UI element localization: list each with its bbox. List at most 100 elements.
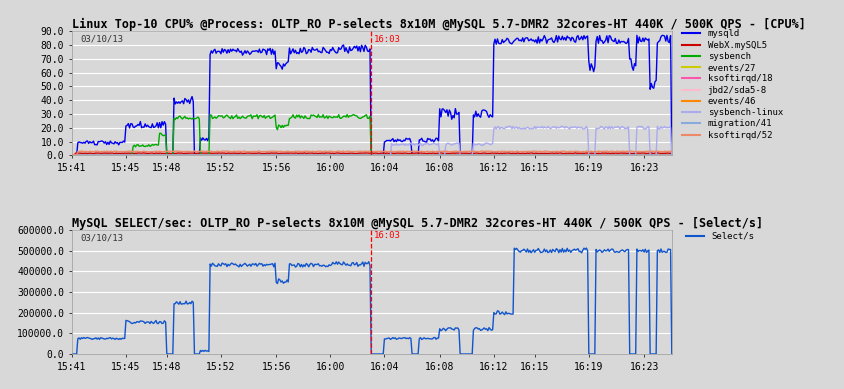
migration/41 <box>89 153 99 158</box>
migration/41 <box>392 152 403 157</box>
sysbench <box>425 153 435 158</box>
Legend: Select/s: Select/s <box>681 228 757 244</box>
migration/41 <box>666 152 676 157</box>
events/27 <box>654 152 664 157</box>
events/46 <box>425 152 435 157</box>
mysqld <box>661 33 671 38</box>
ksoftirqd/52 <box>351 149 361 154</box>
sysbench <box>392 153 403 158</box>
events/27 <box>425 152 436 157</box>
ksoftirqd/18 <box>559 152 569 157</box>
events/46 <box>654 152 664 157</box>
migration/41 <box>353 152 363 157</box>
ksoftirqd/18 <box>654 152 664 157</box>
events/46 <box>392 152 403 157</box>
Text: 03/10/13: 03/10/13 <box>81 35 124 44</box>
events/27 <box>354 152 364 157</box>
mysqld <box>391 139 401 144</box>
sysbench-linux <box>424 142 434 147</box>
jbd2/sda5-8 <box>351 153 361 158</box>
migration/41 <box>356 152 366 157</box>
sysbench <box>652 153 663 158</box>
sysbench-linux <box>558 124 568 129</box>
events/46 <box>356 152 366 157</box>
migration/41 <box>654 152 664 157</box>
jbd2/sda5-8 <box>385 152 395 157</box>
WebX.mySQL5 <box>367 151 377 155</box>
events/27 <box>67 152 77 157</box>
WebX.mySQL5 <box>67 153 77 158</box>
events/27 <box>209 152 219 157</box>
events/46 <box>666 152 676 157</box>
jbd2/sda5-8 <box>392 153 403 158</box>
events/46 <box>470 153 480 158</box>
Text: Linux Top-10 CPU% @Process: OLTP_RO P-selects 8x10M @MySQL 5.7-DMR2 32cores-HT 4: Linux Top-10 CPU% @Process: OLTP_RO P-se… <box>72 18 804 31</box>
events/27 <box>560 152 571 157</box>
ksoftirqd/52 <box>666 149 676 154</box>
migration/41 <box>559 153 569 158</box>
sysbench-linux <box>652 126 663 131</box>
events/46 <box>560 152 571 157</box>
WebX.mySQL5 <box>559 151 569 156</box>
ksoftirqd/52 <box>469 149 479 153</box>
Line: sysbench-linux: sysbench-linux <box>72 126 671 155</box>
WebX.mySQL5 <box>354 151 365 156</box>
WebX.mySQL5 <box>652 151 663 155</box>
jbd2/sda5-8 <box>559 152 569 157</box>
ksoftirqd/52 <box>559 149 569 153</box>
jbd2/sda5-8 <box>598 153 608 158</box>
events/46 <box>97 152 107 157</box>
events/27 <box>357 152 367 157</box>
sysbench <box>356 116 366 120</box>
migration/41 <box>67 152 77 157</box>
sysbench <box>559 153 569 158</box>
jbd2/sda5-8 <box>666 152 676 157</box>
WebX.mySQL5 <box>392 151 403 155</box>
sysbench <box>666 153 676 158</box>
jbd2/sda5-8 <box>654 153 664 158</box>
ksoftirqd/52 <box>391 149 401 154</box>
Text: 03/10/13: 03/10/13 <box>81 233 124 242</box>
mysqld <box>666 153 676 158</box>
mysqld <box>558 37 568 42</box>
ksoftirqd/18 <box>666 152 676 157</box>
mysqld <box>351 44 361 48</box>
mysqld <box>67 153 77 158</box>
sysbench-linux <box>603 124 614 129</box>
ksoftirqd/18 <box>392 152 403 157</box>
Line: mysqld: mysqld <box>72 35 671 155</box>
events/46 <box>353 152 363 157</box>
sysbench-linux <box>354 153 365 158</box>
ksoftirqd/18 <box>80 153 90 158</box>
jbd2/sda5-8 <box>354 153 365 158</box>
WebX.mySQL5 <box>351 151 361 156</box>
ksoftirqd/18 <box>67 152 77 157</box>
Legend: mysqld, WebX.mySQL5, sysbench, events/27, ksoftirqd/18, jbd2/sda5-8, events/46, : mysqld, WebX.mySQL5, sysbench, events/27… <box>681 30 782 140</box>
Text: 16:03: 16:03 <box>374 35 401 44</box>
mysqld <box>424 137 434 142</box>
sysbench <box>353 115 363 120</box>
ksoftirqd/18 <box>356 152 366 157</box>
ksoftirqd/52 <box>354 149 365 154</box>
jbd2/sda5-8 <box>425 152 435 157</box>
mysqld <box>354 49 365 54</box>
Text: MySQL SELECT/sec: OLTP_RO P-selects 8x10M @MySQL 5.7-DMR2 32cores-HT 440K / 500K: MySQL SELECT/sec: OLTP_RO P-selects 8x10… <box>72 217 762 230</box>
events/27 <box>327 152 338 157</box>
sysbench <box>342 112 352 117</box>
ksoftirqd/18 <box>353 152 363 157</box>
jbd2/sda5-8 <box>67 153 77 158</box>
sysbench <box>67 153 77 158</box>
ksoftirqd/52 <box>67 152 77 157</box>
sysbench-linux <box>666 153 676 158</box>
sysbench-linux <box>391 142 401 146</box>
events/27 <box>393 152 403 157</box>
migration/41 <box>425 152 435 157</box>
events/27 <box>666 152 676 157</box>
events/46 <box>67 152 77 157</box>
WebX.mySQL5 <box>666 151 676 156</box>
ksoftirqd/52 <box>652 149 663 154</box>
mysqld <box>652 41 662 46</box>
sysbench-linux <box>67 153 77 158</box>
Text: 16:03: 16:03 <box>374 231 401 240</box>
WebX.mySQL5 <box>425 151 435 156</box>
